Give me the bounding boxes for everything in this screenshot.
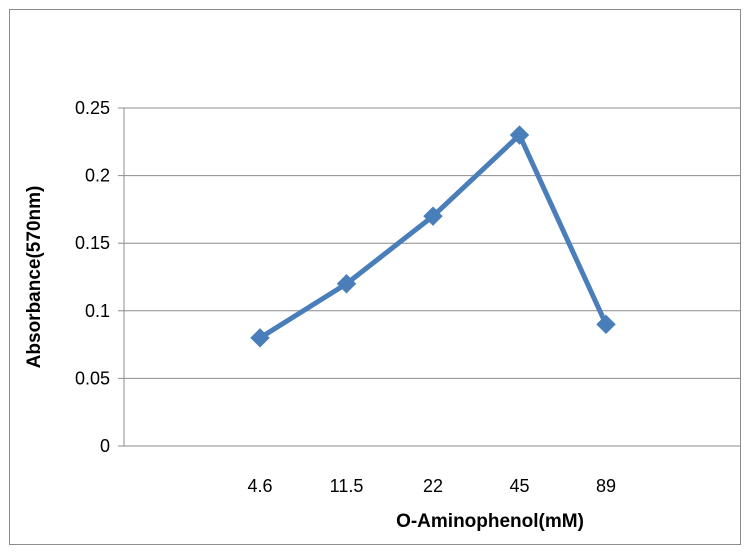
y-tick-label: 0.05 [75,368,110,388]
y-tick-label: 0.25 [75,98,110,118]
x-tick-label: 4.6 [247,476,272,496]
series-line [257,132,609,341]
data-point-marker [336,274,357,294]
x-tick-label: 89 [596,476,616,496]
x-tick-label: 11.5 [330,476,364,496]
y-axis-title: Absorbance(570nm) [24,186,45,369]
data-point-marker [509,125,530,145]
y-tick-label: 0.2 [85,166,110,186]
chart-area [9,9,741,545]
x-tick-label: 45 [509,476,529,496]
y-tick-label: 0.1 [85,301,110,321]
data-series [250,125,616,348]
data-point-marker [596,314,616,335]
data-point-marker [423,206,443,226]
x-tick-label: 22 [423,476,443,496]
gridlines [124,107,740,379]
y-tick-labels: 0 0.05 0.1 0.15 0.2 0.25 [75,98,110,456]
y-tick-label: 0.15 [75,233,110,253]
axes [118,107,740,447]
y-tick-label: 0 [100,436,110,456]
x-axis-title: O-Aminophenol(mM) [396,511,584,532]
data-point-marker [250,328,270,348]
x-tick-labels: 4.6 11.5 22 45 89 [247,476,616,496]
